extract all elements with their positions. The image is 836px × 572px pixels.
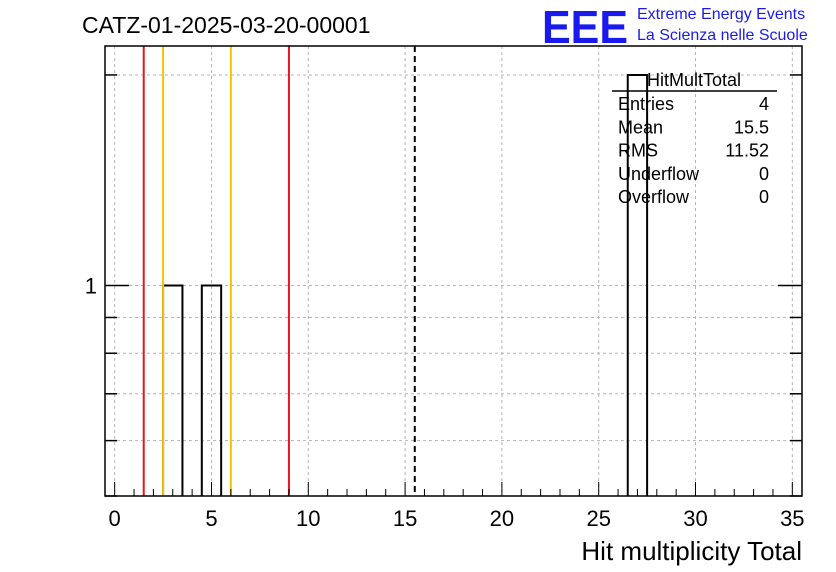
run-title: CATZ-01-2025-03-20-00001 [82, 12, 371, 38]
x-tick-label: 5 [205, 506, 217, 531]
x-axis-title: Hit multiplicity Total [581, 536, 802, 566]
axis-ticks [105, 74, 802, 497]
stats-value: 15.5 [734, 117, 769, 137]
logo-line2: La Scienza nelle Scuole [637, 27, 808, 44]
logo-line1: Extreme Energy Events [637, 6, 805, 23]
logo-mark: EEE [542, 1, 628, 53]
x-tick-label: 25 [586, 506, 610, 531]
stats-value: 0 [759, 187, 769, 207]
x-tick-label: 15 [393, 506, 417, 531]
x-tick-label: 35 [780, 506, 804, 531]
histogram-bin [200, 284, 223, 496]
plot-frame [104, 45, 803, 497]
stats-label: Entries [618, 94, 674, 114]
grid [105, 46, 802, 497]
stats-value: 4 [759, 94, 769, 114]
x-tick-label: 10 [296, 506, 320, 531]
y-tick-labels: 1 [85, 273, 97, 298]
stats-box: HitMultTotal Entries 4 Mean 15.5 RMS 11.52 Und… [612, 70, 777, 207]
stats-value: 0 [759, 164, 769, 184]
eee-logo: EEE Extreme Energy Events La Scienza nel… [542, 1, 808, 53]
stats-label: Mean [618, 117, 663, 137]
y-tick-label: 1 [85, 273, 97, 298]
stats-title: HitMultTotal [647, 70, 741, 90]
marker-lines [142, 46, 416, 496]
x-tick-label: 0 [109, 506, 121, 531]
x-tick-labels: 0 5 10 15 20 25 30 35 [109, 506, 805, 531]
histogram-bin [626, 73, 649, 496]
stats-label: Underflow [618, 164, 700, 184]
stats-rows: Entries 4 Mean 15.5 RMS 11.52 Underflow 0 Overfl… [618, 94, 769, 207]
stats-value: 11.52 [725, 141, 769, 161]
stats-label: Overflow [618, 187, 690, 207]
x-tick-label: 20 [490, 506, 514, 531]
x-tick-label: 30 [683, 506, 707, 531]
stats-label: RMS [618, 141, 658, 161]
